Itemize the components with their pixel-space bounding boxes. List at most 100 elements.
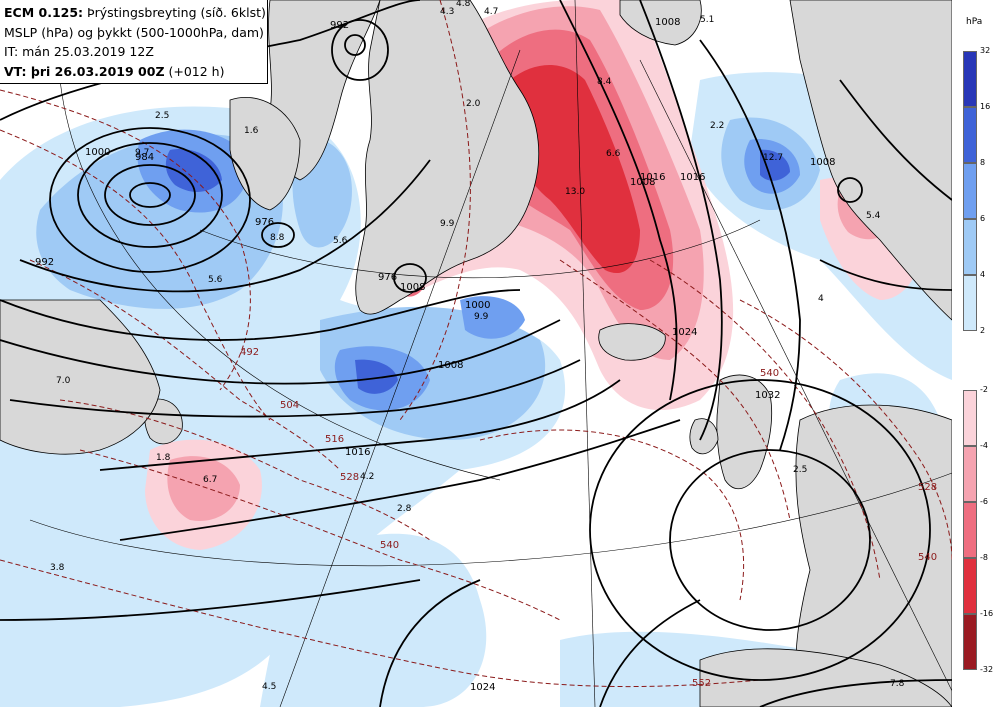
rise-area-core-2 (355, 359, 398, 394)
isobar-label: 1008 (438, 360, 463, 371)
isobar-label: 1024 (470, 682, 495, 693)
thickness-label: 528 (340, 472, 359, 483)
isobar-label: 1032 (755, 390, 780, 401)
pressure-change-value: 5.6 (208, 275, 223, 285)
thickness-label: 492 (240, 347, 259, 358)
isobar-label: 1008 (400, 282, 425, 293)
land-masses (0, 0, 953, 707)
pressure-change-value: 7.0 (56, 376, 71, 386)
forecast-hour: (+012 h) (168, 63, 225, 79)
legend-negative-tick-label: -8 (980, 553, 988, 562)
pressure-change-value: 2.2 (710, 121, 724, 131)
pressure-change-value: 6.6 (606, 149, 621, 159)
pressure-change-value: 5.1 (700, 15, 714, 25)
pressure-change-value: 4.2 (360, 472, 374, 482)
pressure-change-value: 4.8 (456, 0, 471, 9)
isobar-label: 976 (378, 272, 397, 283)
ireland (689, 418, 719, 455)
isobar-label: 1008 (810, 157, 835, 168)
isobar-label: 1008 (655, 17, 680, 28)
isobar-label: 992 (330, 20, 349, 31)
color-legend: hPa 32 16 8 6 4 2 -2 -4 -6 -8 -16 -32 (952, 0, 1000, 707)
thickness-label: 504 (280, 400, 299, 411)
valid-time-line: VT: þri 26.03.2019 00Z (+012 h) (4, 62, 267, 82)
legend-positive-tick-label: 6 (980, 214, 986, 223)
isobar-label: 1016 (640, 172, 665, 183)
meridian (279, 49, 521, 707)
rise-area-core (165, 149, 222, 192)
pressure-change-value: 4 (818, 294, 824, 304)
pressure-change-value: 13.0 (565, 187, 585, 197)
rise-area-strong-3 (460, 296, 525, 339)
pressure-change-value: 7.8 (890, 679, 905, 689)
thickness-label: 540 (760, 368, 779, 379)
pressure-change-values: 4.3 4.8 4.7 5.1 2.5 1.6 9.7 8.8 5.6 7.0 … (50, 0, 905, 692)
pressure-change-value: 12.7 (763, 153, 783, 163)
field-name: Þrýstingsbreyting (síð. 6klst) (87, 5, 266, 20)
pressure-change-value: 4.5 (262, 682, 276, 692)
pressure-change-value: 9.9 (440, 219, 455, 229)
rise-area-light-2 (260, 533, 487, 707)
legend-positive-swatch (963, 163, 977, 219)
isobar-label: 1008 (630, 177, 655, 188)
pressure-change-value: 9.7 (135, 148, 149, 158)
legend-negative-swatch (963, 558, 977, 614)
isobar-label: 1000 (85, 147, 110, 158)
isobar-label: 1016 (680, 172, 705, 183)
legend-positive-tick-label: 4 (980, 270, 986, 279)
pressure-change-value: 6.7 (203, 475, 217, 485)
pressure-change-value: 8.4 (597, 77, 612, 87)
latitude-circle (29, 469, 961, 567)
legend-negative-tick-label: -6 (980, 497, 988, 506)
legend-positive-swatch (963, 275, 977, 331)
legend-negative-swatch (963, 446, 977, 502)
legend-negative-tick-label: -4 (980, 441, 988, 450)
graticule (29, 0, 961, 707)
isobar-label: 984 (135, 152, 154, 163)
fall-area-mid-2 (167, 456, 240, 521)
isobar-label: 1016 (345, 447, 370, 458)
legend-positive-swatch (963, 107, 977, 163)
pressure-change-value: 1.6 (244, 126, 259, 136)
pressure-change-value: 2.5 (155, 111, 169, 121)
valid-time: VT: þri 26.03.2019 00Z (4, 63, 165, 79)
isobar-label: 976 (255, 217, 274, 228)
field-description: MSLP (hPa) og þykkt (500-1000hPa, dam) (4, 24, 264, 40)
model-name: ECM 0.125: (4, 5, 84, 20)
model-line: ECM 0.125: Þrýstingsbreyting (síð. 6klst… (4, 3, 267, 23)
legend-negative-swatch (963, 614, 977, 670)
meridian (574, 0, 596, 707)
pressure-change-value: 5.6 (333, 236, 348, 246)
legend-negative-swatch (963, 390, 977, 446)
pressure-change-value: 9.9 (474, 312, 489, 322)
rise-area-core-3 (760, 149, 790, 181)
legend-positive-swatch (963, 219, 977, 275)
thickness-label: 528 (918, 482, 937, 493)
legend-negative-tick-label: -16 (980, 609, 994, 618)
scandinavia (789, 0, 953, 321)
iceland (598, 323, 666, 361)
legend-positive-tick-label: 8 (980, 158, 986, 167)
pressure-change-value: 2.0 (466, 99, 481, 109)
europe-mainland (795, 404, 953, 707)
thickness-label: 540 (918, 552, 937, 563)
legend-negative-tick-label: -32 (980, 665, 994, 674)
pressure-change-value: 5.4 (866, 211, 881, 221)
pressure-change-value: 8.8 (270, 233, 285, 243)
legend-negative-tick-label: -2 (980, 385, 988, 394)
legend-positive-swatch (963, 51, 977, 107)
thickness-labels: 492 504 516 528 540 540 552 528 540 (240, 347, 937, 689)
thickness-label: 552 (692, 678, 711, 689)
pressure-change-value: 3.8 (50, 563, 65, 573)
thickness-label: 540 (380, 540, 399, 551)
north-africa (699, 648, 953, 707)
greenland (355, 0, 540, 315)
british-isles (716, 374, 773, 490)
legend-negative-swatch (963, 502, 977, 558)
pressure-change-value: 2.5 (793, 465, 807, 475)
legend-positive-tick-label: 2 (980, 326, 986, 335)
legend-positive-tick-label: 16 (980, 102, 991, 111)
isobar-label: 1024 (672, 327, 697, 338)
